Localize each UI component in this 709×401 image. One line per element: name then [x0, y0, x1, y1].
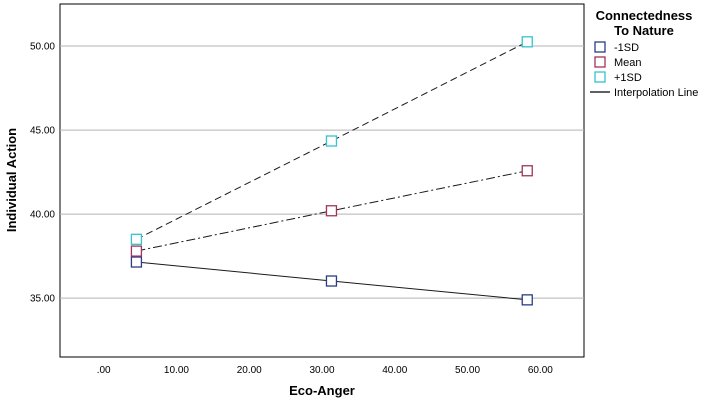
legend-title-line-2: To Nature	[614, 23, 674, 38]
marker-minus-1sd	[130, 256, 143, 268]
x-tick-label: 50.00	[455, 365, 480, 376]
x-tick-label: .00	[97, 365, 111, 376]
marker-minus-1sd	[325, 275, 338, 287]
x-tick-label: 60.00	[528, 365, 553, 376]
y-axis-ticks: 35.00 40.00 45.00 50.00	[30, 42, 55, 305]
plot-area	[59, 3, 585, 358]
marker-mean	[521, 165, 533, 177]
legend-title-line-1: Connectedness	[596, 8, 693, 23]
series-line-plusminus-1sd	[136, 41, 528, 240]
y-tick-label: 40.00	[30, 210, 55, 221]
marker-plusminus-1sd	[325, 135, 338, 147]
legend: Connectedness To Nature -1SD Mean +1SD Inte…	[590, 8, 698, 99]
y-tick-label: 35.00	[30, 294, 55, 305]
marker-mean	[325, 205, 338, 217]
legend-label-mean: Mean	[614, 57, 642, 69]
legend-swatch-mean	[594, 56, 606, 68]
y-tick-label: 50.00	[30, 42, 55, 53]
legend-label-plusminus-1sd: +1SD	[614, 72, 642, 84]
series-markers	[130, 36, 533, 306]
x-tick-label: 30.00	[309, 365, 334, 376]
legend-label-interpolation-line: Interpolation Line	[614, 87, 698, 99]
x-tick-label: 10.00	[164, 365, 189, 376]
marker-mean	[130, 245, 143, 257]
y-axis-title: Individual Action	[4, 128, 19, 232]
legend-label-minus-1sd: -1SD	[614, 42, 639, 54]
marker-plusminus-1sd	[130, 233, 143, 245]
y-tick-label: 45.00	[30, 126, 55, 137]
gridlines	[60, 45, 584, 299]
marker-minus-1sd	[521, 294, 533, 306]
x-axis-title: Eco-Anger	[289, 383, 355, 398]
x-tick-label: 40.00	[382, 365, 407, 376]
legend-swatch-plusminus-1sd	[594, 71, 606, 83]
marker-plusminus-1sd	[521, 36, 533, 48]
x-tick-label: 20.00	[237, 365, 262, 376]
legend-swatch-minus-1sd	[594, 41, 606, 53]
x-axis-ticks: .00 10.00 20.00 30.00 40.00 50.00 60.00	[97, 365, 554, 376]
